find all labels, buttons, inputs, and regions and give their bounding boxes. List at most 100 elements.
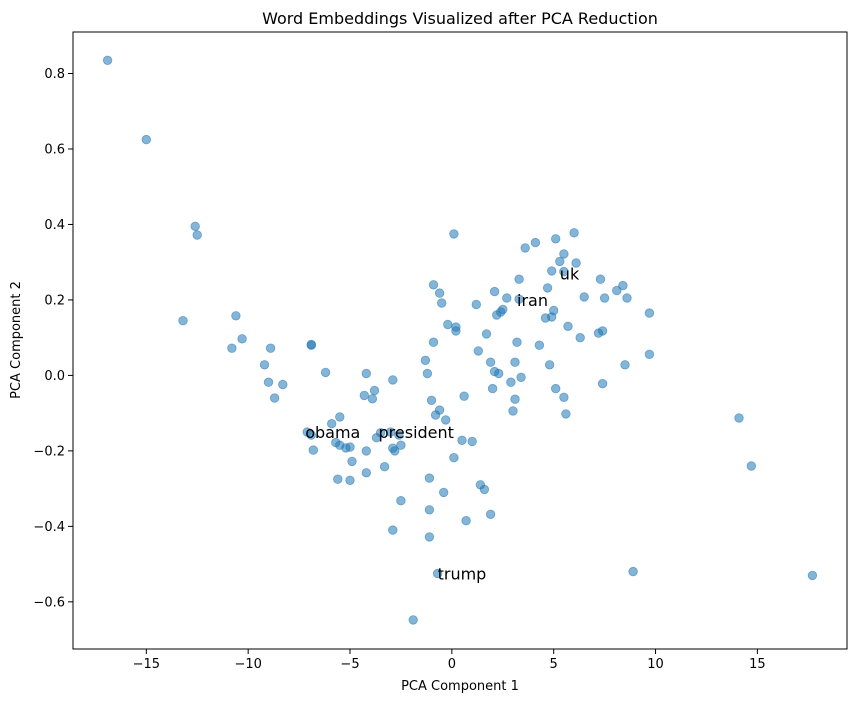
data-point-55 — [449, 229, 459, 239]
data-point-51 — [437, 298, 447, 308]
data-point-33 — [361, 446, 372, 456]
data-point-28 — [361, 368, 372, 379]
data-point-70 — [471, 299, 482, 310]
data-point-10 — [263, 377, 274, 387]
data-point-27 — [345, 475, 355, 486]
data-point-74 — [485, 509, 496, 520]
annotation-trump: trump — [438, 565, 487, 584]
y-tick-label: −0.6 — [33, 595, 65, 610]
data-point-14 — [306, 340, 317, 350]
data-point-62 — [424, 505, 435, 515]
y-tick-label: 0.6 — [44, 142, 65, 157]
data-point-128 — [807, 570, 818, 581]
data-point-61 — [424, 473, 435, 483]
x-tick-label: 5 — [550, 657, 558, 672]
data-point-0 — [102, 55, 113, 66]
data-point-60 — [439, 487, 449, 498]
data-point-110 — [569, 228, 579, 238]
data-point-90 — [514, 294, 524, 304]
y-axis-title: PCA Component 2 — [9, 281, 24, 399]
y-tick-label: −0.4 — [33, 520, 65, 535]
data-point-15 — [320, 367, 331, 378]
data-point-81 — [494, 368, 504, 379]
data-point-92 — [516, 372, 526, 383]
x-tick-label: −15 — [133, 657, 160, 672]
data-point-29 — [359, 390, 370, 401]
data-point-95 — [534, 340, 545, 350]
data-point-105 — [559, 266, 569, 277]
data-point-122 — [622, 293, 632, 303]
data-point-89 — [512, 337, 522, 347]
data-point-113 — [579, 292, 589, 302]
data-point-117 — [599, 293, 610, 303]
data-point-97 — [542, 283, 553, 293]
data-point-75 — [481, 329, 492, 339]
data-point-115 — [595, 274, 606, 284]
data-point-111 — [571, 258, 581, 268]
data-point-11 — [269, 393, 280, 403]
data-point-59 — [441, 415, 451, 425]
data-point-63 — [424, 532, 435, 542]
y-tick-label: 0.2 — [44, 293, 65, 308]
data-point-36 — [375, 428, 386, 438]
data-point-46 — [420, 355, 431, 366]
data-point-52 — [443, 319, 453, 330]
x-tick-label: −5 — [340, 657, 359, 672]
data-point-3 — [192, 230, 202, 240]
y-tick-label: 0.8 — [44, 67, 65, 82]
data-point-7 — [227, 343, 237, 353]
data-point-102 — [551, 234, 561, 244]
data-point-49 — [428, 280, 439, 290]
data-point-41 — [390, 446, 400, 456]
data-point-4 — [178, 316, 188, 326]
data-point-38 — [394, 430, 404, 440]
data-point-44 — [388, 525, 398, 535]
data-point-109 — [563, 321, 573, 332]
data-point-91 — [514, 274, 524, 284]
data-point-68 — [461, 516, 471, 526]
data-point-98 — [544, 360, 555, 370]
data-point-50 — [434, 288, 445, 298]
data-point-124 — [644, 349, 655, 360]
data-point-79 — [489, 286, 500, 297]
data-point-25 — [347, 456, 357, 467]
data-point-93 — [520, 243, 530, 253]
data-point-39 — [396, 440, 406, 450]
data-point-76 — [485, 357, 496, 367]
data-point-101 — [549, 305, 559, 316]
data-point-123 — [644, 308, 655, 318]
x-tick-label: 0 — [448, 657, 456, 672]
data-point-54 — [451, 326, 461, 336]
data-point-87 — [510, 394, 520, 404]
data-point-127 — [746, 461, 757, 471]
data-point-88 — [510, 357, 520, 367]
data-point-83 — [498, 304, 508, 315]
data-points — [102, 55, 818, 625]
data-point-107 — [559, 392, 569, 403]
data-point-77 — [487, 383, 498, 394]
data-point-86 — [508, 406, 518, 416]
data-point-20 — [335, 412, 345, 422]
data-point-119 — [612, 285, 622, 296]
data-point-34 — [361, 468, 372, 478]
y-axis-ticks: −0.6 −0.4 −0.2 0.0 0.2 0.4 0.6 0.8 — [33, 67, 73, 610]
y-tick-label: −0.2 — [33, 444, 65, 459]
data-point-64 — [432, 568, 443, 579]
data-point-42 — [379, 462, 390, 472]
data-point-103 — [551, 383, 561, 394]
data-point-116 — [597, 326, 608, 336]
x-tick-label: 15 — [749, 657, 766, 672]
data-point-17 — [306, 430, 317, 440]
data-point-126 — [734, 413, 744, 423]
data-point-18 — [308, 445, 319, 455]
data-point-56 — [428, 337, 439, 347]
chart-title: Word Embeddings Visualized after PCA Red… — [262, 9, 658, 28]
data-point-26 — [333, 474, 343, 484]
data-point-2 — [190, 221, 200, 232]
data-point-67 — [459, 391, 469, 401]
data-point-84 — [502, 293, 512, 303]
data-point-19 — [327, 419, 337, 429]
data-point-48 — [426, 395, 437, 406]
data-point-5 — [231, 311, 241, 321]
x-tick-label: −10 — [234, 657, 261, 672]
